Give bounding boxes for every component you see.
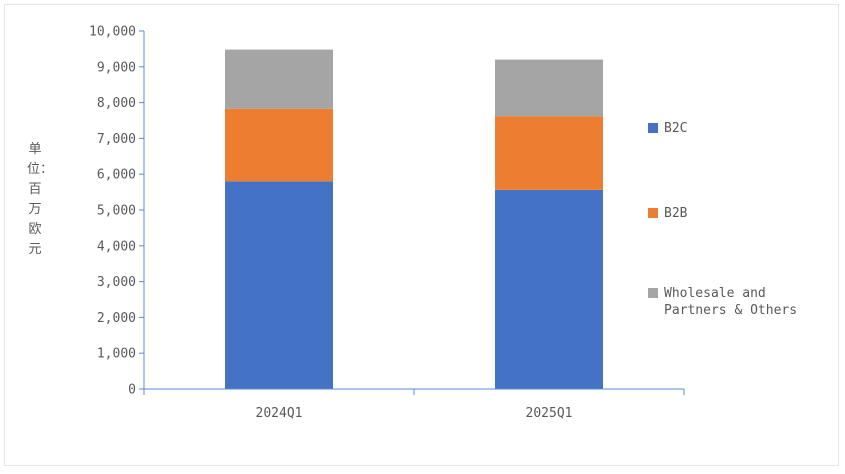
x-tick-label: 2025Q1: [526, 406, 573, 421]
bar-2025Q1-series-0: [495, 190, 603, 389]
y-axis: 0 1,000 2,000 3,000 4,000 5,000 6,000 7,000 8,00…: [89, 25, 145, 398]
y-axis-label: 单位：百万欧元: [27, 142, 54, 257]
y-tick-label: 7,000: [97, 132, 136, 147]
y-tick-label: 2,000: [97, 311, 136, 326]
y-tick-label: 5,000: [97, 204, 136, 219]
bar-2025Q1-series-1: [495, 116, 603, 190]
legend-swatch: [648, 288, 658, 298]
legend-item: Wholesale and Partners & Others: [648, 285, 838, 319]
legend-label: B2B: [664, 206, 688, 221]
bar-2025Q1-series-2: [495, 59, 603, 117]
legend-item: B2B: [648, 205, 838, 222]
y-tick-label: 6,000: [97, 168, 136, 183]
y-tick-label: 3,000: [97, 275, 136, 290]
y-tick-label: 9,000: [97, 60, 136, 75]
legend-swatch: [648, 123, 658, 133]
bar-2024Q1-series-2: [225, 49, 333, 109]
legend-item: B2C: [648, 120, 838, 137]
legend-label: Wholesale and Partners & Others: [664, 286, 798, 318]
x-axis: 2024Q1 2025Q1: [143, 388, 685, 421]
bar-2024Q1-series-1: [225, 108, 333, 182]
legend-label: B2C: [664, 121, 688, 136]
y-tick-label: 8,000: [97, 96, 136, 111]
y-tick-label: 10,000: [89, 25, 136, 40]
legend-swatch: [648, 208, 658, 218]
y-tick-label: 0: [128, 383, 136, 398]
x-tick-label: 2024Q1: [256, 406, 303, 421]
bars-group: [225, 49, 603, 389]
y-tick-label: 4,000: [97, 239, 136, 254]
bar-2024Q1-series-0: [225, 181, 333, 389]
y-tick-label: 1,000: [97, 347, 136, 362]
